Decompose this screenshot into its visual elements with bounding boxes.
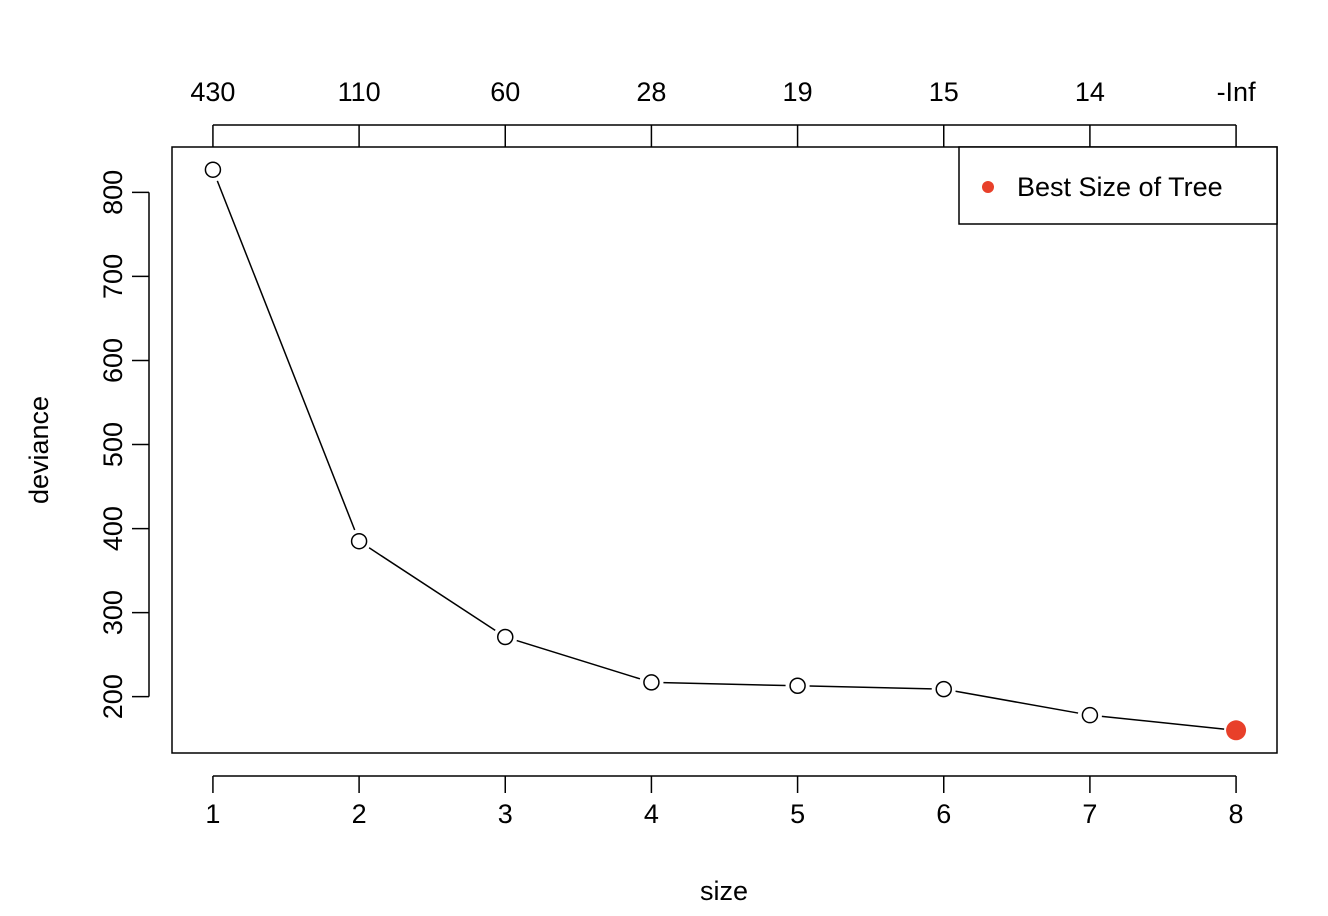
series-segment	[663, 681, 786, 687]
legend-box	[958, 146, 1278, 225]
top-tick-label: 28	[636, 77, 666, 107]
x-tick-label: 8	[1229, 799, 1244, 829]
top-tick-label: 60	[490, 77, 520, 107]
y-tick-label: 700	[98, 254, 128, 299]
series-segment	[1101, 715, 1225, 730]
series-segment	[955, 690, 1079, 714]
top-axis: 430 110 60 28 19 15 14 -Inf	[190, 77, 1256, 147]
y-tick-label: 400	[98, 506, 128, 551]
x-tick-label: 7	[1082, 799, 1097, 829]
series-segment	[368, 547, 496, 632]
y-axis-label: deviance	[24, 396, 54, 504]
x-tick-label: 2	[352, 799, 367, 829]
y-tick-label: 800	[98, 170, 128, 215]
series-segment	[809, 685, 932, 690]
data-point	[935, 680, 952, 698]
data-point	[1081, 706, 1099, 724]
plot-area	[171, 146, 1278, 754]
top-tick-label: 110	[338, 77, 381, 107]
data-point	[350, 532, 368, 550]
top-tick-label: 14	[1075, 77, 1105, 107]
legend: Best Size of Tree	[958, 146, 1278, 225]
x-tick-label: 1	[205, 799, 220, 829]
x-tick-label: 4	[644, 799, 659, 829]
series-segment	[216, 180, 356, 531]
top-tick-label: 15	[929, 77, 959, 107]
x-tick-label: 5	[790, 799, 805, 829]
data-point	[204, 161, 222, 178]
left-axis: 200 300 400 500 600 700 800	[98, 170, 150, 719]
y-tick-label: 500	[98, 422, 128, 467]
x-tick-label: 6	[936, 799, 951, 829]
top-tick-label: 19	[783, 77, 813, 107]
data-point	[497, 628, 514, 646]
legend-marker	[982, 181, 994, 193]
x-tick-label: 3	[498, 799, 513, 829]
legend-label: Best Size of Tree	[1017, 172, 1223, 202]
series-segment	[516, 639, 641, 680]
bottom-axis: 1 2 3 4 5 6 7 8	[205, 775, 1244, 829]
top-tick-label: -Inf	[1217, 77, 1257, 107]
y-tick-label: 300	[98, 590, 128, 635]
y-tick-label: 600	[98, 338, 128, 383]
series-line	[204, 161, 1247, 741]
best-size-point	[1226, 720, 1247, 741]
y-tick-label: 200	[98, 674, 128, 719]
data-point	[789, 677, 806, 695]
top-tick-label: 430	[190, 77, 235, 107]
data-point	[643, 674, 660, 691]
x-axis-label: size	[700, 876, 748, 906]
